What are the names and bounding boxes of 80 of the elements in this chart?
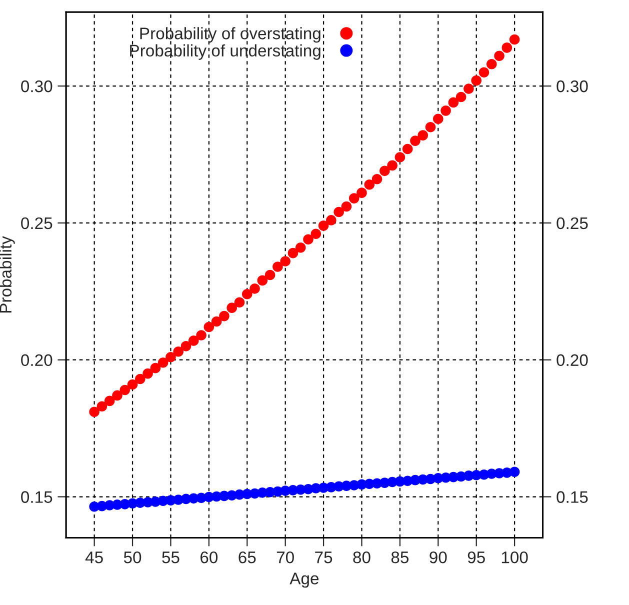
point [410,136,420,146]
point [142,368,153,379]
point [334,206,344,218]
point [280,256,290,266]
y-tick-label: 0.15 [21,491,52,503]
x-axis-title: Age [290,572,319,588]
point [288,248,298,258]
point [448,97,459,108]
point [464,84,474,94]
y2-tick-label: 0.30 [556,80,588,92]
point [180,341,192,352]
point [364,179,375,190]
point [135,374,146,384]
y-tick-label: 0.25 [21,217,52,230]
point [150,362,161,374]
point [250,284,260,294]
point [188,336,199,346]
point [310,228,322,240]
point [326,215,336,226]
point [356,188,367,198]
y-tick-label: 0.20 [21,354,52,366]
point [394,152,406,162]
y2-tick-label: 0.15 [556,491,588,503]
point [509,34,520,45]
point [120,384,130,396]
point [204,322,214,332]
point [127,379,138,390]
point [380,166,390,176]
point [418,130,428,140]
point [348,193,360,204]
x-tick-label: 55 [162,552,180,564]
point [89,406,100,418]
point [372,174,382,184]
point [242,288,252,300]
point [456,92,466,102]
point [318,220,329,231]
x-tick-label: 85 [391,551,409,564]
point [158,357,168,368]
point [303,234,314,245]
x-tick-label: 70 [276,551,294,564]
point [440,106,451,116]
point [257,275,268,286]
point [219,310,230,322]
point [166,352,176,362]
point [104,396,115,406]
point [295,242,306,253]
point [341,201,352,212]
point [478,67,490,78]
x-tick-label: 65 [238,551,256,564]
y-tick-label: 0.30 [21,80,52,92]
point [272,262,283,272]
point [433,114,444,124]
point [234,297,245,308]
point [425,122,436,132]
legend-label: Probability of overstating [140,27,320,43]
point [211,316,222,327]
x-tick-label: 95 [468,551,485,564]
x-tick-label: 60 [200,551,218,564]
x-tick-label: 80 [353,551,370,564]
x-tick-label: 100 [502,551,528,564]
point [402,144,413,154]
point [196,330,206,340]
point [494,50,504,62]
point [471,75,482,86]
x-tick-label: 75 [315,552,332,564]
x-tick-label: 50 [124,551,142,564]
point [387,160,398,171]
x-tick-label: 45 [85,552,103,564]
point [112,390,122,401]
legend-label: Probability of understating [130,44,320,60]
point [96,401,108,412]
point [226,302,237,313]
point [502,42,512,53]
point [509,466,520,478]
y2-tick-label: 0.25 [556,217,588,230]
point [173,346,184,357]
point [486,58,497,70]
x-tick-label: 90 [430,551,447,564]
point [264,270,276,280]
y2-tick-label: 0.20 [556,354,588,366]
